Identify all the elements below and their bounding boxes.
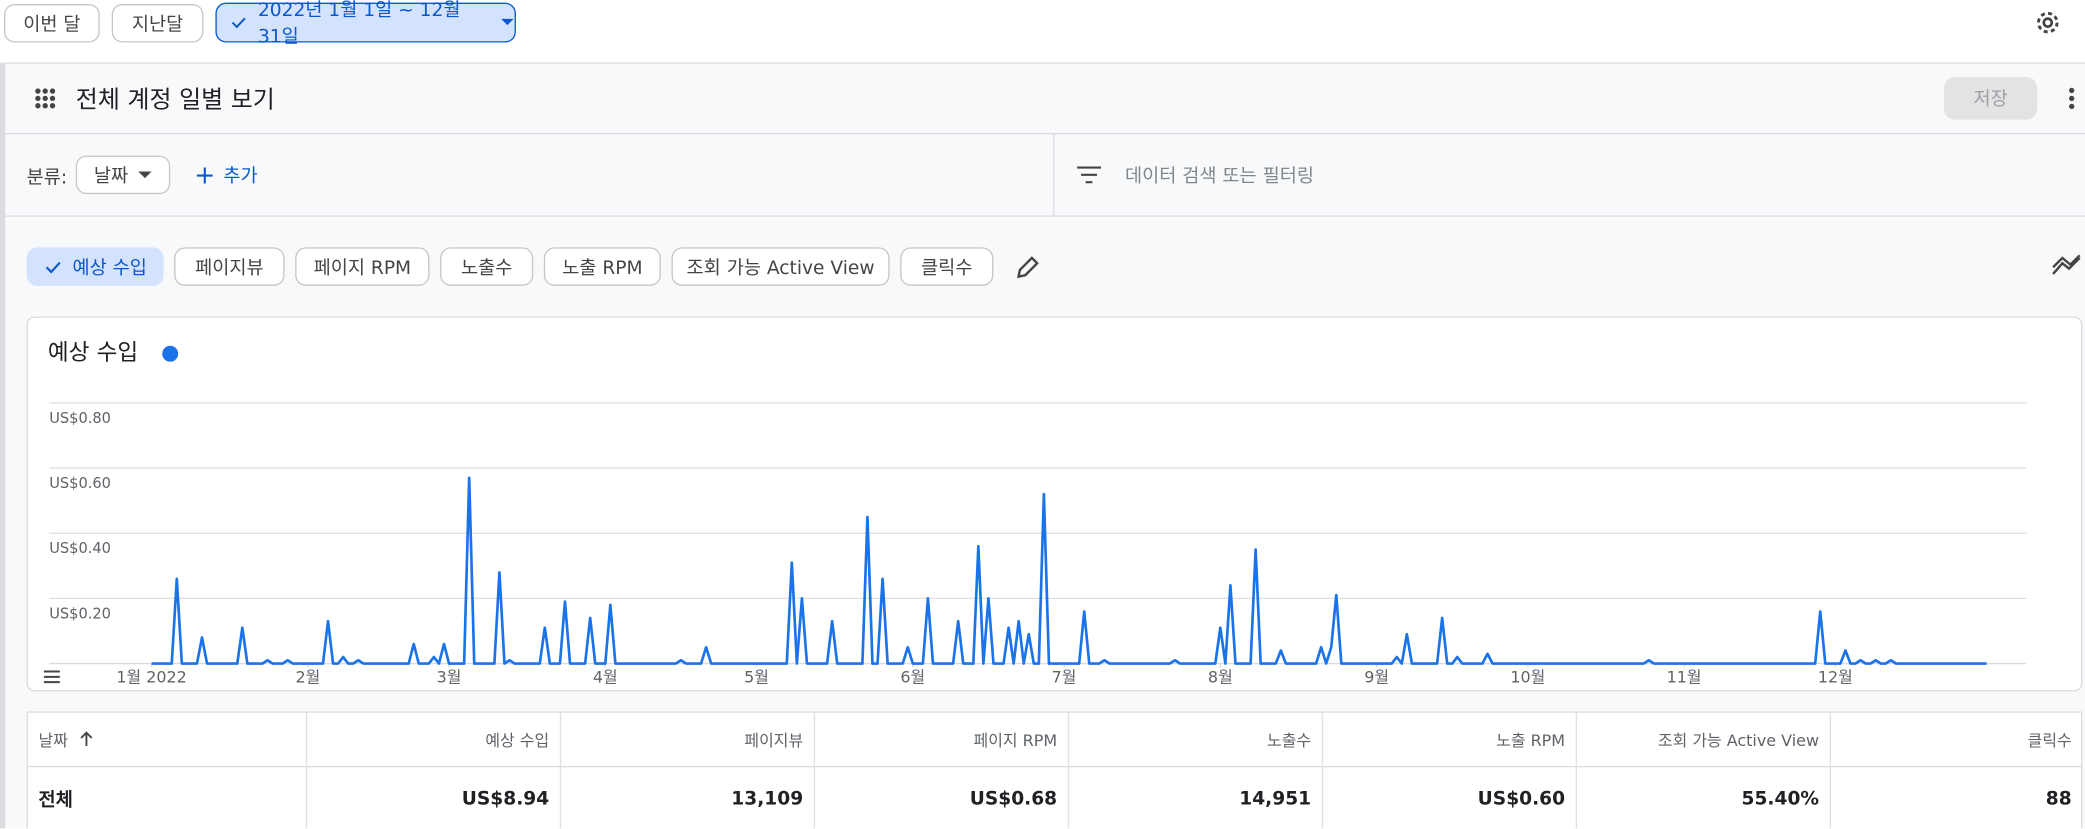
- chip-label: 클릭수: [921, 257, 973, 279]
- y-tick-label: US$0.20: [49, 605, 111, 622]
- report-title: 전체 계정 일별 보기: [75, 86, 275, 115]
- date-range-text: 2022년 1월 1일 ~ 12월 31일: [257, 0, 461, 48]
- metric-chip[interactable]: 노출수: [440, 247, 534, 286]
- trend-icon[interactable]: [2052, 253, 2081, 280]
- column-title: 예상 수입: [485, 730, 550, 750]
- metric-chip[interactable]: 노출 RPM: [543, 247, 661, 286]
- save-button[interactable]: 저장: [1944, 77, 2038, 120]
- table-cell: US$0.68: [813, 767, 1068, 829]
- this-month-button[interactable]: 이번 달: [3, 3, 100, 43]
- table-cell: 전체: [38, 789, 73, 812]
- x-tick-label: 2월: [295, 668, 320, 687]
- column-header[interactable]: 예상 수입: [305, 712, 560, 766]
- chip-label: 노출 RPM: [562, 257, 643, 279]
- metric-chip[interactable]: 클릭수: [900, 247, 994, 286]
- add-text: 추가: [223, 166, 258, 188]
- chip-label: 조회 가능 Active View: [686, 257, 875, 279]
- table-header: 날짜 예상 수입 페이지뷰 페이지 RPM 노출수 노출 RPM 조회 가능 Active …: [27, 712, 2083, 768]
- x-tick-label: 6월: [900, 668, 925, 687]
- sort-icon: [80, 731, 93, 746]
- chart-title: 예상 수입: [48, 340, 138, 366]
- edit-icon[interactable]: [1015, 254, 1042, 281]
- divider: [0, 62, 2085, 64]
- column-header[interactable]: 페이지 RPM: [813, 712, 1068, 766]
- sort-arrow: [80, 731, 93, 746]
- chip-label: 예상 수입: [72, 257, 147, 279]
- y-tick-label: US$0.40: [49, 540, 111, 557]
- x-tick-label: 3월: [437, 668, 462, 687]
- column-title: 페이지 RPM: [973, 730, 1058, 750]
- panel-edge: [0, 63, 6, 829]
- column-title: 노출수: [1267, 730, 1312, 750]
- breakdown-label: 분류:: [26, 167, 68, 189]
- x-tick-label: 12월: [1818, 668, 1853, 687]
- table-cell: 88: [1829, 767, 2083, 829]
- x-tick-label: 9월: [1364, 668, 1389, 687]
- settings-icon[interactable]: [2033, 8, 2062, 37]
- apps-icon[interactable]: [35, 88, 56, 109]
- table-cell: 14,951: [1067, 767, 1322, 829]
- y-tick-label: US$0.60: [49, 475, 111, 492]
- column-header[interactable]: 날짜: [28, 713, 306, 766]
- dimension-text: 날짜: [93, 165, 129, 187]
- date-range-picker[interactable]: 2022년 1월 1일 ~ 12월 31일: [215, 0, 516, 48]
- column-header[interactable]: 노출 RPM: [1321, 712, 1576, 766]
- filter-icon[interactable]: [1077, 166, 1102, 184]
- table-cell: US$0.60: [1321, 767, 1576, 829]
- check-icon: [231, 17, 246, 29]
- column-title: 조회 가능 Active View: [1657, 730, 1820, 750]
- chart-card: 예상 수입 US$0.20 US$0.40 US$0.60 US$0.80 1월 202…: [26, 316, 2083, 692]
- column-header[interactable]: 조회 가능 Active View: [1575, 712, 1830, 766]
- caret-icon: [138, 170, 153, 178]
- column-header[interactable]: 노출수: [1067, 712, 1322, 766]
- plus-icon: [196, 167, 213, 184]
- chip-label: 노출수: [460, 257, 513, 279]
- table-cell: US$8.94: [305, 767, 560, 829]
- divider: [5, 215, 2085, 217]
- legend-dot: [162, 345, 179, 362]
- table-row: 전체 US$8.94 13,109 US$0.68 14,951 US$0.60 55.40…: [28, 767, 2083, 829]
- add-button[interactable]: 추가: [196, 162, 258, 189]
- x-tick-label: 10월: [1510, 668, 1545, 687]
- x-tick-label: 7월: [1052, 668, 1077, 687]
- column-title: 노출 RPM: [1496, 730, 1566, 750]
- column-title: 페이지뷰: [744, 730, 804, 750]
- y-tick-label: US$0.80: [49, 410, 111, 427]
- metric-chip[interactable]: 페이지 RPM: [295, 247, 430, 286]
- search-input[interactable]: 데이터 검색 또는 필터링: [1124, 166, 1314, 188]
- x-tick-label: 5월: [744, 668, 769, 687]
- column-header[interactable]: 페이지뷰: [559, 712, 814, 766]
- divider: [1053, 132, 1055, 216]
- caret-icon: [501, 18, 514, 26]
- chip-label: 페이지뷰: [195, 257, 264, 279]
- data-line: [151, 476, 1987, 665]
- metric-chip[interactable]: 예상 수입: [26, 247, 164, 286]
- check-icon: [45, 261, 60, 273]
- column-title: 클릭수: [2027, 730, 2072, 750]
- metric-chip[interactable]: 조회 가능 Active View: [671, 247, 890, 286]
- x-tick-label: 8월: [1208, 668, 1233, 687]
- last-month-button[interactable]: 지난달: [111, 3, 204, 43]
- x-tick-label: 11월: [1667, 668, 1702, 687]
- chart: 예상 수입 US$0.20 US$0.40 US$0.60 US$0.80 1월 202…: [43, 340, 2027, 687]
- column-header[interactable]: 클릭수: [1829, 712, 2083, 766]
- metric-chip[interactable]: 페이지뷰: [174, 247, 285, 286]
- more-icon[interactable]: [2066, 85, 2077, 112]
- dimension-dropdown[interactable]: 날짜: [75, 155, 171, 195]
- chip-label: 페이지 RPM: [313, 257, 412, 279]
- column-title: 날짜: [38, 730, 68, 750]
- table-toggle-icon[interactable]: [43, 670, 60, 684]
- table-cell: 55.40%: [1575, 767, 1830, 829]
- divider: [5, 132, 2085, 135]
- x-tick-label: 4월: [593, 668, 618, 687]
- check-path: [45, 261, 60, 273]
- x-tick-label: 1월 2022: [116, 668, 186, 687]
- table-cell: 13,109: [559, 767, 814, 829]
- data-table: 날짜 예상 수입 페이지뷰 페이지 RPM 노출수 노출 RPM 조회 가능 Active …: [26, 711, 2083, 829]
